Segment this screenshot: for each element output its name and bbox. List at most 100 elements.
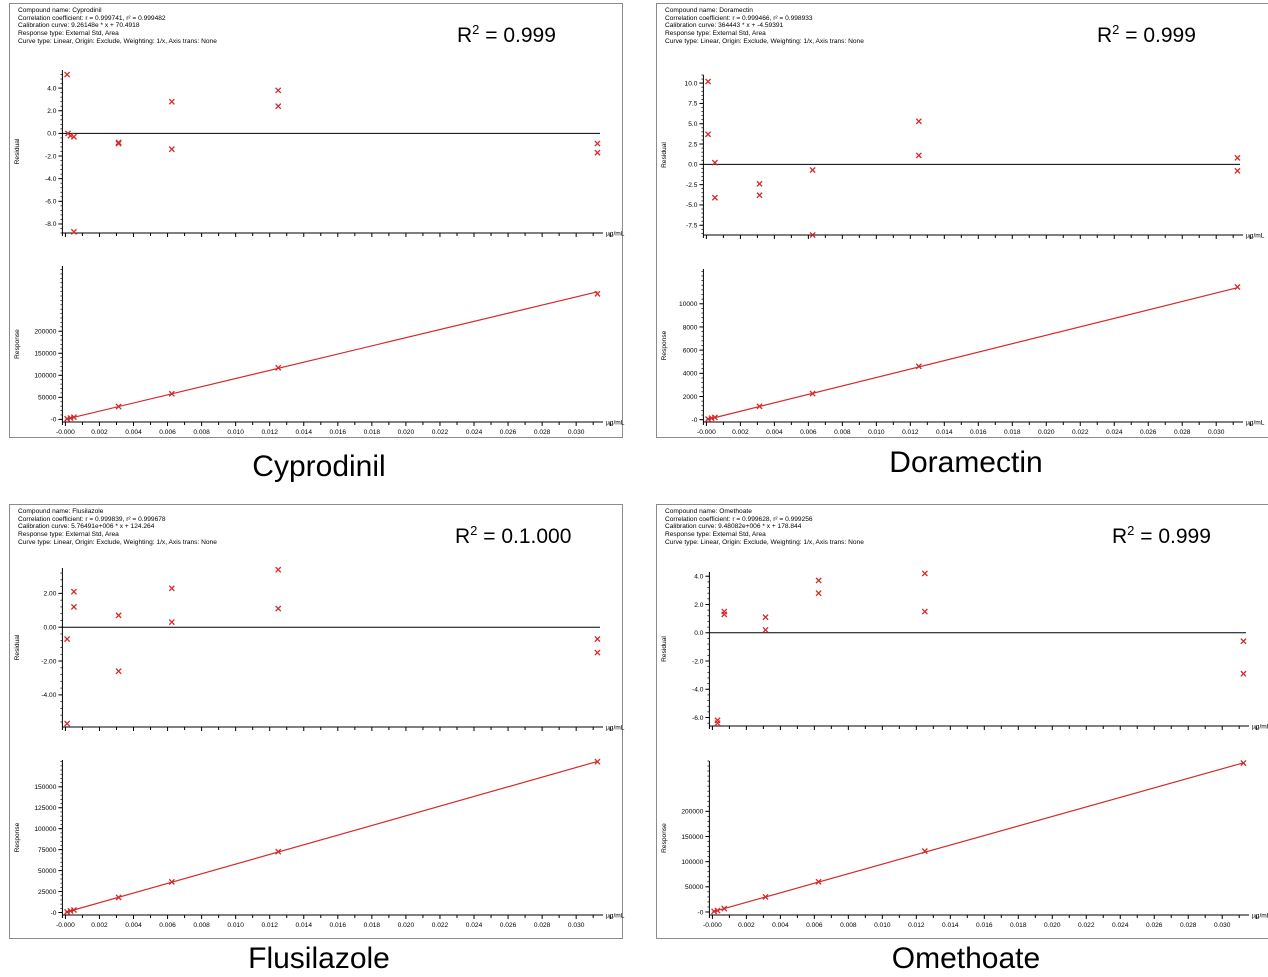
response-point [809, 390, 816, 397]
x-tick-label: 0.026 [500, 429, 517, 436]
response-point [1234, 283, 1241, 291]
x-tick-label: 0.012 [902, 429, 919, 436]
residual-point [705, 131, 712, 138]
info-correlation: Correlation coefficient: r = 0.999466, r… [665, 14, 813, 22]
x-tick-label: 0.010 [227, 922, 244, 929]
x-tick-label: 0.030 [1208, 429, 1225, 436]
response-point [70, 906, 77, 914]
residual-y-tick-label: -4.0 [692, 687, 704, 694]
info-curve-type: Curve type: Linear, Origin: Exclude, Wei… [665, 37, 864, 45]
residual-y-tick-label: 2.0 [47, 108, 56, 115]
response-point [275, 364, 282, 371]
residual-point [711, 159, 718, 166]
x-tick-label: 0.026 [1140, 429, 1157, 436]
response-y-tick-label: 4000 [683, 371, 698, 378]
residual-point [921, 608, 928, 615]
response-y-axis-label: Response [661, 330, 668, 360]
residual-y-tick-label: 5.0 [688, 121, 697, 128]
response-y-tick-label: 2000 [683, 394, 698, 401]
response-point [67, 907, 74, 915]
x-tick-label: 0.024 [1106, 429, 1123, 436]
residual-y-tick-label: 2.00 [44, 591, 57, 598]
x-tick-label: 0.004 [125, 922, 142, 929]
residual-x-unit-label: µg/mL [606, 724, 625, 731]
residual-point [762, 614, 769, 621]
x-tick-label: -0.000 [703, 922, 722, 929]
residual-point [815, 590, 822, 597]
x-tick-label: 0.014 [296, 429, 313, 436]
chart-svg: 4.0 2.0 0.0 -2.0 -4.0 -6.0 Residual µg/mL 200000… [661, 570, 1268, 929]
x-tick-label: 0.016 [970, 429, 987, 436]
response-y-tick-label: 8000 [683, 324, 698, 331]
response-y-tick-label: 25000 [38, 889, 57, 896]
response-point [70, 414, 77, 421]
residual-y-tick-label: 4.0 [694, 574, 703, 581]
response-x-unit-label: µg/mL [1246, 419, 1265, 426]
x-tick-label: 0.004 [766, 429, 783, 436]
residual-point [594, 140, 601, 147]
residual-y-axis-label: Residual [661, 636, 668, 662]
residual-y-tick-label: -2.0 [45, 153, 57, 160]
residual-x-unit-label: µg/mL [1252, 723, 1268, 730]
calibration-fit-line [712, 762, 1244, 913]
residual-y-tick-label: 10.0 [685, 80, 698, 87]
chart-panel-cyprodinil: Compound name: Cyprodinil Correlation co… [9, 3, 626, 488]
residual-point [115, 612, 122, 619]
info-response-type: Response type: External Std, Area [665, 531, 766, 539]
response-point [756, 403, 763, 410]
response-y-tick-label: -0 [692, 417, 698, 424]
chart-box: Compound name: Omethoate Correlation coe… [656, 504, 1268, 939]
residual-y-axis-label: Residual [14, 138, 21, 164]
info-curve-type: Curve type: Linear, Origin: Exclude, Wei… [665, 538, 864, 546]
residual-y-tick-label: -7.5 [686, 223, 698, 230]
x-tick-label: 0.010 [874, 922, 891, 929]
residual-point [762, 626, 769, 633]
info-compound-name: Compound name: Omethoate [665, 508, 752, 515]
response-y-tick-label: -0 [698, 909, 704, 916]
r-symbol: R [455, 525, 471, 548]
residual-point [1240, 638, 1247, 645]
residual-point [721, 611, 728, 618]
info-response-type: Response type: External Std, Area [665, 30, 766, 38]
residual-y-tick-label: 4.0 [47, 85, 56, 92]
residual-y-tick-label: 0.0 [688, 162, 697, 169]
calibration-fit-line [65, 291, 598, 420]
response-y-tick-label: 200000 [34, 329, 56, 336]
x-tick-label: 0.008 [193, 429, 210, 436]
response-point [168, 390, 175, 397]
residual-point [809, 166, 816, 174]
response-point [594, 290, 601, 297]
response-point [714, 907, 721, 914]
response-y-tick-label: -0 [51, 417, 57, 424]
compound-info: Compound name: Omethoate Correlation coe… [665, 508, 864, 547]
response-y-axis-label: Response [661, 823, 668, 853]
r-superscript: 2 [1127, 523, 1135, 538]
residual-y-axis-label: Residual [661, 142, 668, 168]
residual-point [705, 78, 712, 85]
x-tick-label: -0.000 [697, 429, 716, 436]
x-tick-label: 0.002 [732, 429, 749, 436]
residual-point [168, 146, 175, 153]
x-tick-label: 0.004 [125, 429, 142, 436]
x-tick-label: 0.024 [1112, 922, 1129, 929]
response-point [711, 414, 718, 421]
response-y-tick-label: 50000 [38, 868, 57, 875]
residual-point [64, 71, 71, 78]
info-response-type: Response type: External Std, Area [18, 30, 119, 38]
x-tick-label: 0.018 [364, 429, 381, 436]
compound-caption: Doramectin [889, 446, 1043, 479]
response-x-unit-label: µg/mL [606, 419, 625, 426]
x-tick-label: 0.010 [868, 429, 885, 436]
residual-point [70, 133, 77, 140]
response-y-tick-label: 100000 [34, 826, 56, 833]
response-y-tick-label: 6000 [683, 347, 698, 354]
x-tick-label: 0.030 [568, 922, 585, 929]
x-tick-label: 0.020 [398, 922, 415, 929]
info-calibration: Calibration curve: 364443 * x + -4.59391 [665, 22, 784, 30]
compound-caption: Flusilazole [248, 942, 390, 975]
response-y-tick-label: 100000 [34, 373, 56, 380]
x-tick-label: 0.014 [936, 429, 953, 436]
r-squared-label: R2 = 0.999 [1097, 22, 1196, 48]
residual-point [64, 635, 71, 643]
info-correlation: Correlation coefficient: r = 0.999741, r… [18, 14, 166, 22]
